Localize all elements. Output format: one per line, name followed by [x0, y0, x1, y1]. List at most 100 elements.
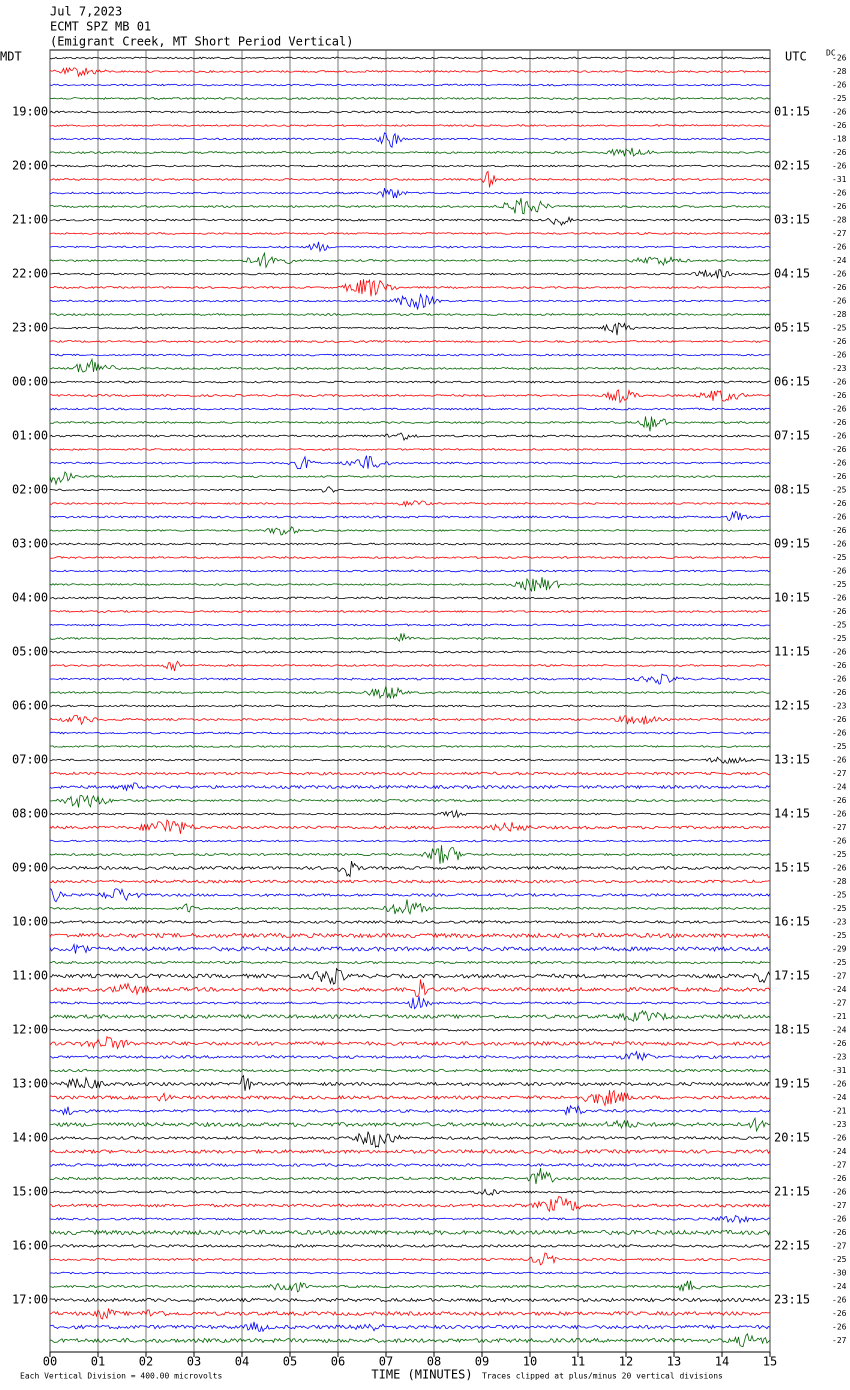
x-tick-label: 13 — [667, 1355, 681, 1369]
title-station: ECMT SPZ MB 01 — [50, 20, 151, 34]
dc-offset: -24 — [832, 1093, 847, 1102]
left-hour-label: 21:00 — [12, 213, 48, 227]
dc-offset: -29 — [832, 945, 847, 954]
dc-offset: -25 — [832, 621, 847, 630]
dc-offset: -26 — [832, 648, 847, 657]
trace — [49, 455, 771, 470]
trace — [49, 1068, 771, 1073]
dc-offset: -27 — [832, 1201, 847, 1210]
right-hour-label: 22:15 — [774, 1239, 810, 1253]
trace — [49, 1028, 771, 1032]
dc-offset: -24 — [832, 783, 847, 792]
trace — [49, 216, 771, 227]
left-hour-label: 05:00 — [12, 645, 48, 659]
dc-offset: -30 — [832, 1269, 847, 1278]
left-hour-label: 00:00 — [12, 375, 48, 389]
trace — [49, 555, 771, 559]
trace — [49, 704, 771, 708]
left-hour-label: 17:00 — [12, 1293, 48, 1307]
dc-offset: -24 — [832, 1026, 847, 1035]
dc-offset: -26 — [832, 148, 847, 157]
trace — [49, 56, 771, 60]
dc-offset: -26 — [832, 54, 847, 63]
dc-offset: -26 — [832, 1296, 847, 1305]
trace — [50, 170, 771, 188]
trace — [49, 731, 771, 735]
trace — [49, 132, 771, 148]
right-hour-label: 02:15 — [774, 159, 810, 173]
dc-offset: -26 — [832, 837, 847, 846]
left-hour-label: 07:00 — [12, 753, 48, 767]
dc-offset: -27 — [832, 999, 847, 1008]
dc-offset: -27 — [832, 1242, 847, 1251]
trace — [49, 569, 771, 573]
x-tick-label: 02 — [139, 1355, 153, 1369]
right-hour-label: 16:15 — [774, 915, 810, 929]
dc-offset: -26 — [832, 121, 847, 130]
trace — [49, 1163, 771, 1167]
right-hour-label: 01:15 — [774, 105, 810, 119]
dc-offset: -27 — [832, 1336, 847, 1345]
footer-left: Each Vertical Division = 400.00 microvol… — [20, 1372, 222, 1381]
dc-offset: -27 — [832, 823, 847, 832]
trace — [49, 251, 770, 269]
trace — [49, 269, 771, 279]
dc-offset: -26 — [832, 1309, 847, 1318]
dc-offset: -25 — [832, 486, 847, 495]
trace — [49, 1050, 771, 1062]
left-hour-label: 12:00 — [12, 1023, 48, 1037]
title-date: Jul 7,2023 — [50, 5, 122, 19]
dc-offset: -26 — [832, 526, 847, 535]
trace — [49, 1321, 771, 1333]
dc-offset: -26 — [832, 445, 847, 454]
trace — [50, 1332, 771, 1348]
dc-offset: -26 — [832, 202, 847, 211]
trace — [49, 1168, 771, 1185]
plot-frame — [49, 49, 771, 1353]
trace — [49, 714, 771, 726]
dc-offset: -31 — [832, 1066, 847, 1075]
trace — [49, 232, 771, 235]
right-hour-label: 08:15 — [774, 483, 810, 497]
dc-offset: -25 — [832, 1255, 847, 1264]
dc-offset: -28 — [832, 67, 847, 76]
x-tick-label: 04 — [235, 1355, 249, 1369]
dc-offset: -28 — [832, 310, 847, 319]
right-hour-label: 11:15 — [774, 645, 810, 659]
left-hour-label: 20:00 — [12, 159, 48, 173]
trace — [49, 1280, 771, 1293]
trace — [49, 577, 771, 592]
trace — [50, 839, 771, 843]
trace — [49, 83, 770, 87]
x-tick-label: 07 — [379, 1355, 393, 1369]
trace — [49, 164, 771, 168]
dc-offset: -26 — [832, 405, 847, 414]
right-hour-label: 13:15 — [774, 753, 810, 767]
dc-offset: -26 — [832, 796, 847, 805]
right-hour-label: 05:15 — [774, 321, 810, 335]
left-hour-label: 04:00 — [12, 591, 48, 605]
trace — [49, 278, 771, 297]
dc-offset: -25 — [832, 904, 847, 913]
dc-offset: -23 — [832, 364, 847, 373]
dc-offset: -18 — [832, 135, 847, 144]
trace — [49, 1252, 771, 1266]
dc-offset: -26 — [832, 81, 847, 90]
trace — [49, 407, 771, 411]
left-hour-label: 11:00 — [12, 969, 48, 983]
x-axis-label: TIME (MINUTES) — [371, 1368, 472, 1382]
dc-offset: -28 — [832, 216, 847, 225]
dc-offset: -24 — [832, 985, 847, 994]
dc-offset: -26 — [832, 1174, 847, 1183]
trace — [49, 97, 771, 100]
trace — [49, 1148, 771, 1155]
trace — [49, 960, 771, 965]
trace — [49, 756, 771, 765]
right-hour-label: 20:15 — [774, 1131, 810, 1145]
right-hour-label: 03:15 — [774, 213, 810, 227]
dc-offset: -26 — [832, 1080, 847, 1089]
right-hour-label: 18:15 — [774, 1023, 810, 1037]
dc-offset: -26 — [832, 459, 847, 468]
dc-offset: -26 — [832, 1039, 847, 1048]
left-hour-label: 02:00 — [12, 483, 48, 497]
